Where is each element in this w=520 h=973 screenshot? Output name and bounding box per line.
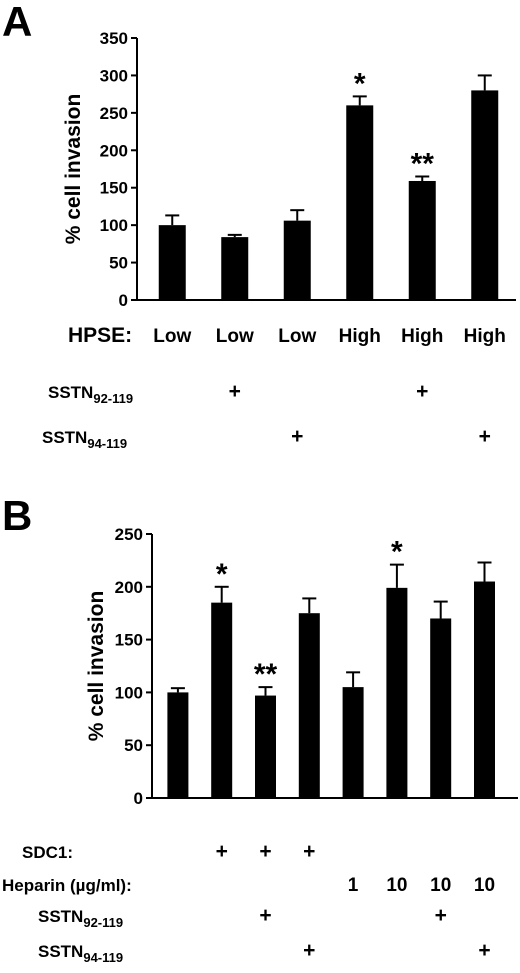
row-cell: +	[303, 840, 315, 863]
y-tick-label: 100	[100, 216, 128, 235]
bar	[474, 581, 495, 798]
y-axis-label: % cell invasion	[62, 94, 85, 245]
row-cell: High	[401, 326, 443, 347]
row-cell: +	[259, 904, 271, 927]
y-tick-label: 50	[124, 736, 143, 755]
row-cell: Low	[153, 326, 191, 347]
row-label-subscript: 92-119	[93, 391, 133, 406]
panel-letter: A	[2, 0, 32, 45]
row-cell: 10	[474, 875, 495, 896]
y-tick-label: 350	[100, 29, 128, 48]
row-cell: +	[435, 904, 447, 927]
row-cell: 10	[430, 875, 451, 896]
y-tick-label: 50	[109, 254, 128, 273]
bar	[408, 180, 436, 300]
row-label: SSTN92-119	[48, 383, 133, 406]
bar	[386, 587, 408, 798]
row-cell: Low	[216, 326, 254, 347]
y-tick-label: 250	[115, 525, 143, 544]
row-cell: +	[216, 840, 228, 863]
row-cell: +	[229, 380, 241, 403]
y-tick-label: 0	[119, 291, 128, 310]
row-label: SSTN94-119	[42, 428, 127, 451]
y-tick-label: 0	[134, 789, 143, 808]
bar	[283, 220, 311, 300]
significance-marker: *	[354, 67, 366, 100]
row-cell: +	[479, 425, 491, 448]
bar	[167, 692, 189, 798]
row-label-subscript: 94-119	[87, 436, 127, 451]
row-label: SSTN94-119	[38, 942, 123, 965]
row-cell: High	[339, 326, 381, 347]
y-tick-label: 200	[100, 141, 128, 160]
bar	[255, 695, 276, 798]
row-label: SDC1:	[22, 843, 73, 862]
y-tick-label: 150	[115, 631, 143, 650]
row-cell: 1	[348, 875, 359, 896]
bar	[211, 602, 233, 798]
row-label-subscript: 94-119	[83, 950, 123, 965]
row-cell: +	[303, 939, 315, 962]
row-label: HPSE:	[68, 324, 132, 347]
significance-marker: **	[254, 658, 278, 691]
row-cell: 10	[386, 875, 407, 896]
y-tick-label: 300	[100, 66, 128, 85]
row-cell: High	[464, 326, 506, 347]
bar	[298, 613, 320, 798]
y-tick-label: 100	[115, 683, 143, 702]
row-label: SSTN92-119	[38, 907, 123, 930]
row-cell: +	[416, 380, 428, 403]
bar	[342, 687, 364, 798]
row-cell: +	[291, 425, 303, 448]
panel-letter: B	[2, 492, 32, 539]
row-cell: +	[259, 840, 271, 863]
bar	[221, 237, 249, 300]
row-cell: Low	[278, 326, 316, 347]
y-axis-label: % cell invasion	[85, 591, 108, 742]
significance-marker: *	[216, 558, 228, 591]
significance-marker: **	[411, 147, 435, 180]
bar	[346, 105, 374, 300]
y-tick-label: 250	[100, 104, 128, 123]
bar	[430, 618, 452, 798]
significance-marker: *	[391, 536, 403, 569]
y-tick-label: 150	[100, 179, 128, 198]
bar	[471, 90, 499, 301]
y-tick-label: 200	[115, 578, 143, 597]
row-label: Heparin (µg/ml):	[2, 876, 132, 895]
bar	[158, 225, 186, 300]
row-label-subscript: 92-119	[83, 915, 123, 930]
row-cell: +	[478, 939, 490, 962]
